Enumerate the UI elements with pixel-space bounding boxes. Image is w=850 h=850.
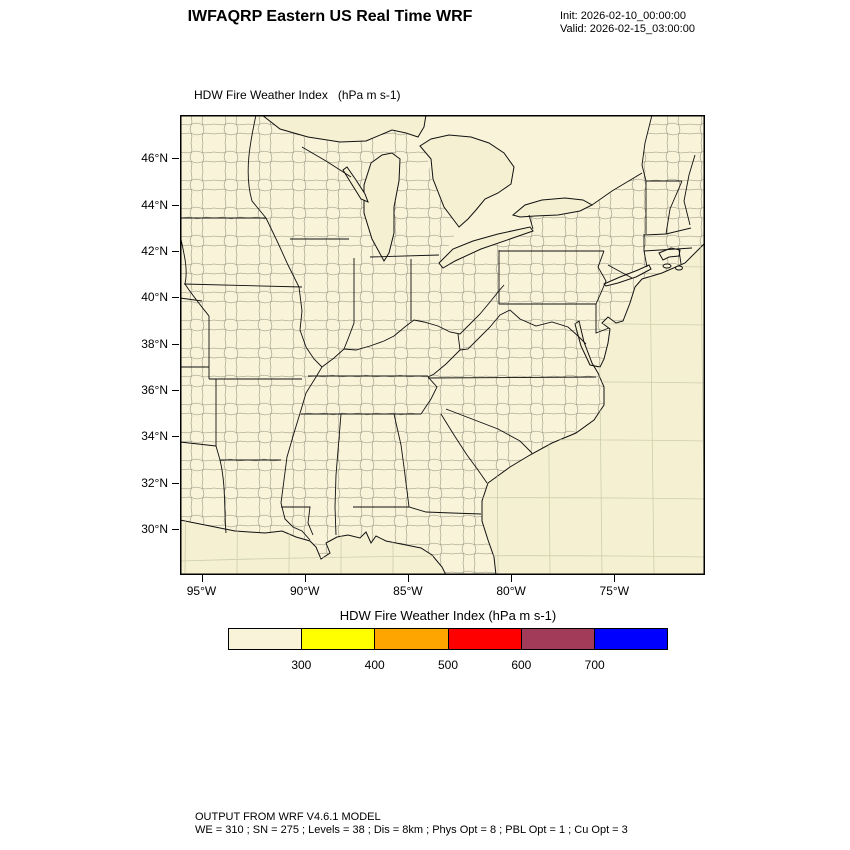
map-field-label: HDW Fire Weather Index (hPa m s-1)	[194, 88, 401, 102]
colorbar-segment	[594, 629, 668, 649]
valid-time: Valid: 2026-02-15_03:00:00	[560, 23, 695, 35]
colorbar-segment	[521, 629, 595, 649]
state-borders-west	[180, 234, 302, 534]
atlantic-ocean	[481, 242, 705, 575]
y-tick-label: 30°N	[141, 522, 168, 536]
x-tick-label: 80°W	[496, 584, 526, 598]
colorbar-tick-label: 400	[364, 658, 385, 672]
map-border	[180, 115, 705, 575]
state-borders-east	[427, 115, 696, 379]
colorbar-title: HDW Fire Weather Index (hPa m s-1)	[339, 608, 557, 623]
cape-cod	[658, 247, 681, 261]
colorbar-tick-label: 300	[291, 658, 312, 672]
lake-erie	[438, 226, 534, 269]
y-tick-mark	[172, 297, 179, 299]
y-tick-label: 34°N	[141, 429, 168, 444]
x-tick-mark	[407, 575, 409, 582]
footer-model-line: OUTPUT FROM WRF V4.6.1 MODEL	[195, 811, 381, 823]
colorbar-tick-label: 700	[584, 658, 605, 672]
y-tick-mark	[172, 204, 179, 206]
lake-michigan	[363, 152, 401, 262]
colorbar-segment	[302, 629, 376, 649]
y-tick-mark	[172, 343, 179, 345]
y-tick-label: 46°N	[141, 151, 168, 166]
island	[675, 265, 683, 271]
y-tick-label: 38°N	[141, 336, 168, 351]
x-tick-label: 95°W	[186, 584, 217, 598]
map-plot	[180, 115, 705, 575]
great-lakes	[261, 115, 594, 269]
colorbar-segment	[375, 629, 449, 649]
colorbar	[228, 628, 668, 650]
colorbar-segment	[448, 629, 522, 649]
state-borders-midwest	[180, 115, 505, 541]
y-tick-mark	[172, 158, 179, 160]
state-borders	[180, 115, 696, 541]
y-tick-label: 42°N	[141, 243, 168, 258]
state-borders-south	[281, 375, 533, 536]
x-tick-mark	[304, 575, 306, 582]
colorbar-segment	[229, 629, 303, 649]
gulf-of-mexico	[180, 519, 447, 575]
y-tick-label: 44°N	[141, 197, 168, 212]
page-title: IWFAQRP Eastern US Real Time WRF	[187, 8, 473, 25]
x-tick-label: 75°W	[599, 584, 630, 598]
x-tick-label: 90°W	[289, 584, 320, 598]
footer-config-line: WE = 310 ; SN = 275 ; Levels = 38 ; Dis …	[195, 824, 628, 836]
y-tick-mark	[172, 436, 179, 438]
lake-huron	[419, 134, 515, 228]
run-times: Init: 2026-02-10_00:00:00 Valid: 2026-02…	[560, 10, 695, 36]
y-tick-mark	[172, 250, 179, 252]
x-tick-mark	[614, 575, 616, 582]
init-time: Init: 2026-02-10_00:00:00	[560, 10, 686, 22]
y-tick-mark	[172, 389, 179, 391]
map-svg	[180, 115, 705, 575]
x-tick-label: 85°W	[393, 584, 423, 598]
lake-superior	[261, 115, 427, 143]
x-tick-mark	[201, 575, 203, 582]
y-tick-mark	[172, 482, 179, 484]
colorbar-tick-label: 600	[511, 658, 532, 672]
island	[662, 263, 672, 269]
y-tick-label: 40°N	[141, 290, 168, 305]
y-tick-mark	[172, 529, 179, 530]
y-tick-label: 36°N	[141, 382, 168, 397]
colorbar-tick-label: 500	[437, 658, 459, 672]
y-tick-label: 32°N	[141, 475, 168, 490]
x-tick-mark	[511, 575, 513, 582]
